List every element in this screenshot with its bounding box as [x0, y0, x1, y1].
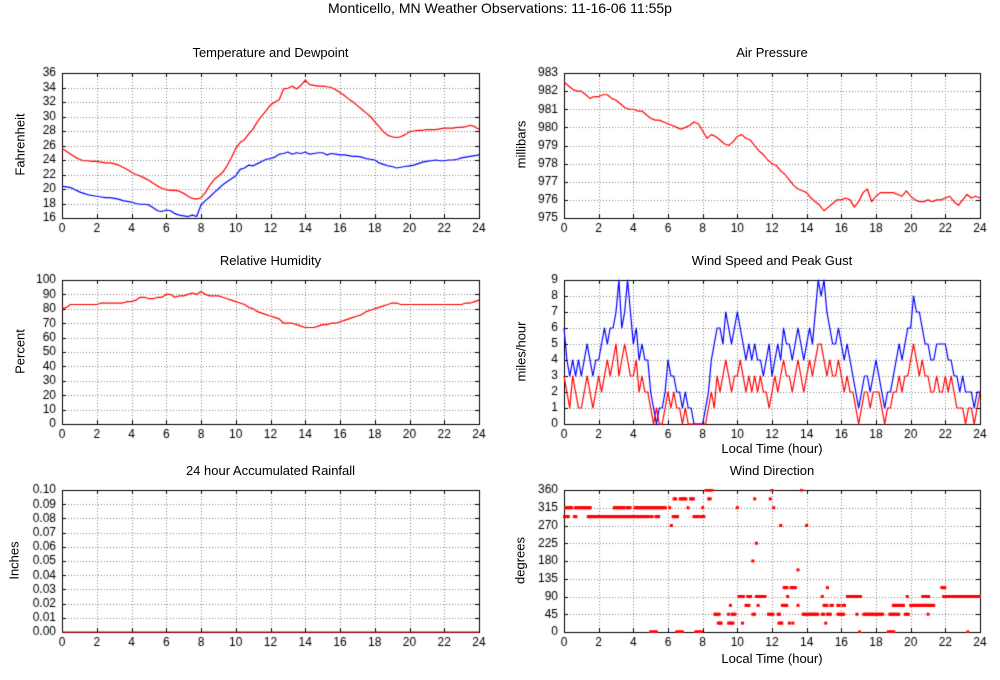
x-axis-label-local-time-wind-speed: Local Time (hour) [721, 441, 823, 456]
chart-title-wind-speed-peak-gust: Wind Speed and Peak Gust [691, 253, 853, 268]
chart-title-air-pressure: Air Pressure [736, 45, 808, 60]
chart-title-wind-direction: Wind Direction [729, 463, 815, 478]
y-axis-label-millibars: millibars [513, 120, 529, 169]
y-axis-label-inches: Inches [6, 541, 22, 580]
y-axis-label-fahrenheit: Fahrenheit [12, 113, 28, 176]
x-axis-label-local-time-wind-direction: Local Time (hour) [721, 651, 823, 666]
y-axis-label-degrees: degrees [512, 537, 528, 584]
chart-title-accumulated-rainfall: 24 hour Accumulated Rainfall [185, 463, 356, 478]
y-axis-label-percent: Percent [12, 329, 28, 374]
y-axis-label-miles-per-hour: miles/hour [513, 321, 529, 382]
page-title: Monticello, MN Weather Observations: 11-… [328, 0, 672, 16]
chart-title-relative-humidity: Relative Humidity [219, 253, 322, 268]
chart-title-temperature-dewpoint: Temperature and Dewpoint [192, 45, 349, 60]
